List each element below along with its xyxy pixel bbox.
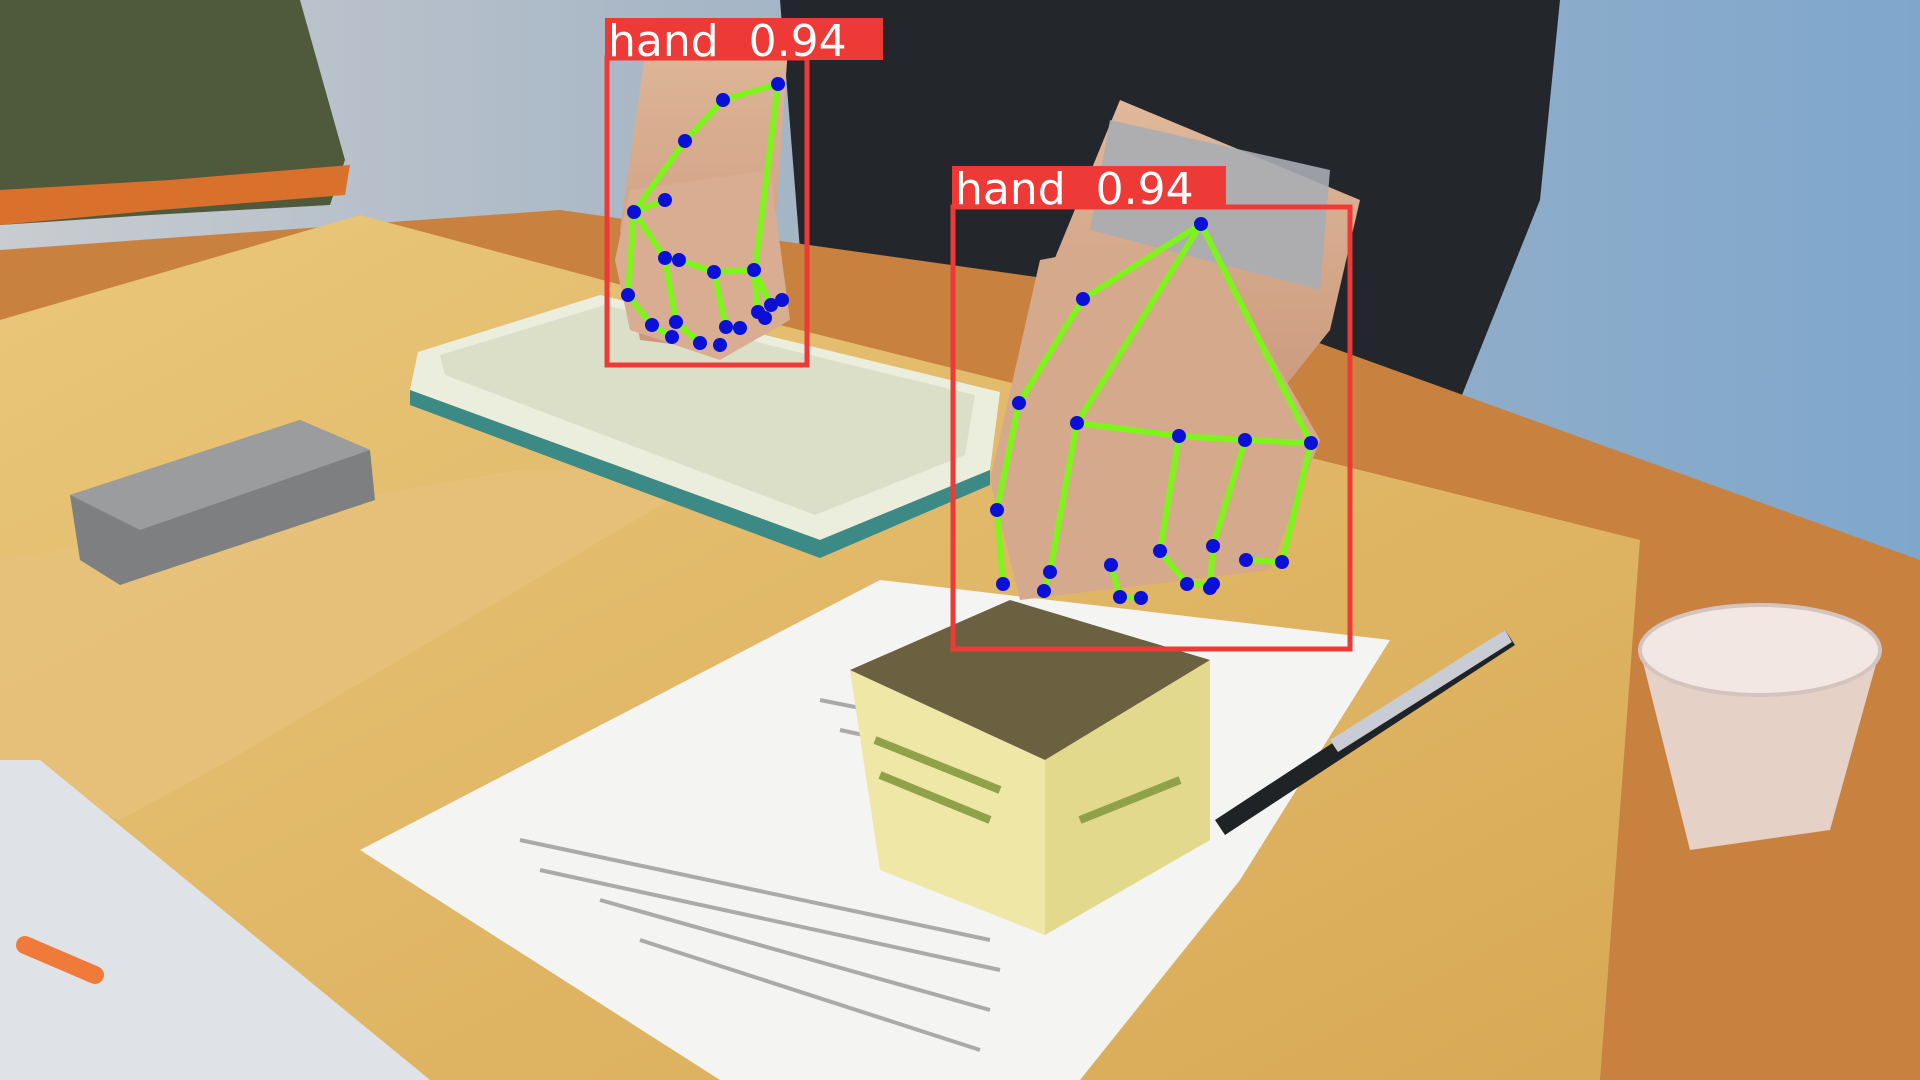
hand-detection-left: hand 0.94 [604, 16, 883, 368]
keypoint [665, 330, 679, 344]
keypoint [747, 263, 761, 277]
hand-skeleton-left [621, 77, 789, 352]
person-left-stripe [0, 165, 350, 225]
keypoint [669, 315, 683, 329]
keypoint [775, 293, 789, 307]
keypoint [733, 321, 747, 335]
plastic-cup [1640, 650, 1880, 850]
detection-confidence: 0.94 [1096, 164, 1194, 215]
laptop-corner [0, 760, 430, 1080]
keypoint [1203, 581, 1217, 595]
keypoint [621, 288, 635, 302]
keypoint [996, 577, 1010, 591]
detection-confidence: 0.94 [749, 16, 847, 67]
keypoint [658, 251, 672, 265]
keypoint [713, 338, 727, 352]
keypoint [758, 311, 772, 325]
keypoint [771, 77, 785, 91]
keypoint [1153, 544, 1167, 558]
pen-clear-barrel [1330, 630, 1512, 752]
laptop-orange-mark [16, 936, 104, 984]
grey-eraser-top [70, 420, 370, 530]
keypoint [1206, 539, 1220, 553]
keypoint [1194, 217, 1208, 231]
person-left-shirt [0, 0, 345, 225]
keypoint [645, 318, 659, 332]
keypoint [1113, 590, 1127, 604]
keypoint [1172, 429, 1186, 443]
hand-skeleton-right [990, 217, 1318, 605]
keypoint [1180, 577, 1194, 591]
detection-label: hand 0.94 [608, 16, 847, 67]
keypoint [1238, 433, 1252, 447]
keypoint [678, 134, 692, 148]
keypoint [1104, 558, 1118, 572]
detection-class-name: hand [608, 16, 719, 67]
skeleton-bone [752, 81, 781, 273]
keypoint [1239, 553, 1253, 567]
keypoint [707, 265, 721, 279]
keypoint [990, 503, 1004, 517]
hand-detection-right: hand 0.94 [950, 164, 1353, 652]
keypoint [1304, 436, 1318, 450]
keypoint [1070, 416, 1084, 430]
keypoint [716, 93, 730, 107]
right-hand [990, 230, 1320, 600]
detection-class-name: hand [955, 164, 1066, 215]
skeleton-bone [1074, 420, 1314, 446]
skeleton-bone [1198, 221, 1314, 446]
paper-box-opening [850, 600, 1210, 760]
keypoint [764, 298, 778, 312]
skeleton-bone [631, 209, 668, 261]
paper-box-print [873, 736, 1182, 824]
skeleton-bone [1156, 433, 1216, 587]
skeleton-bone [1074, 221, 1204, 426]
keypoint [719, 320, 733, 334]
plastic-cup-rim [1638, 603, 1882, 697]
keypoint [1076, 292, 1090, 306]
detection-label-bg [605, 18, 883, 60]
keypoint [658, 193, 672, 207]
detection-label: hand 0.94 [955, 164, 1194, 215]
keypoint [1043, 565, 1057, 579]
keypoint [627, 205, 641, 219]
keypoint [1134, 591, 1148, 605]
document-text-lines [519, 698, 1121, 1052]
keypoint [1012, 396, 1026, 410]
keyboard-keys [440, 305, 975, 515]
keypoint [672, 253, 686, 267]
keypoint [693, 336, 707, 350]
detection-label-bg [952, 166, 1226, 209]
keypoint [1275, 555, 1289, 569]
keypoint [1037, 584, 1051, 598]
skeleton-bone [624, 209, 675, 340]
